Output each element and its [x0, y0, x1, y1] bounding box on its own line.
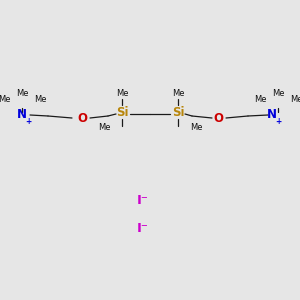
- Text: Me: Me: [116, 88, 128, 98]
- Text: Me: Me: [0, 95, 10, 104]
- Text: I⁻: I⁻: [137, 221, 149, 235]
- Text: Me: Me: [172, 88, 184, 98]
- Text: Me: Me: [16, 88, 28, 98]
- Text: Me: Me: [254, 95, 266, 104]
- Text: N: N: [17, 109, 27, 122]
- Text: O: O: [213, 112, 223, 124]
- Text: Me: Me: [190, 124, 202, 133]
- Text: I⁻: I⁻: [137, 194, 149, 206]
- Text: Me: Me: [290, 95, 300, 104]
- Text: Si: Si: [116, 106, 128, 118]
- Text: Me: Me: [272, 88, 284, 98]
- Text: O: O: [77, 112, 87, 124]
- Text: Me: Me: [98, 124, 110, 133]
- Text: +: +: [275, 118, 281, 127]
- Text: Si: Si: [172, 106, 184, 118]
- Text: +: +: [25, 118, 31, 127]
- Text: Me: Me: [34, 95, 46, 104]
- Text: N: N: [267, 109, 277, 122]
